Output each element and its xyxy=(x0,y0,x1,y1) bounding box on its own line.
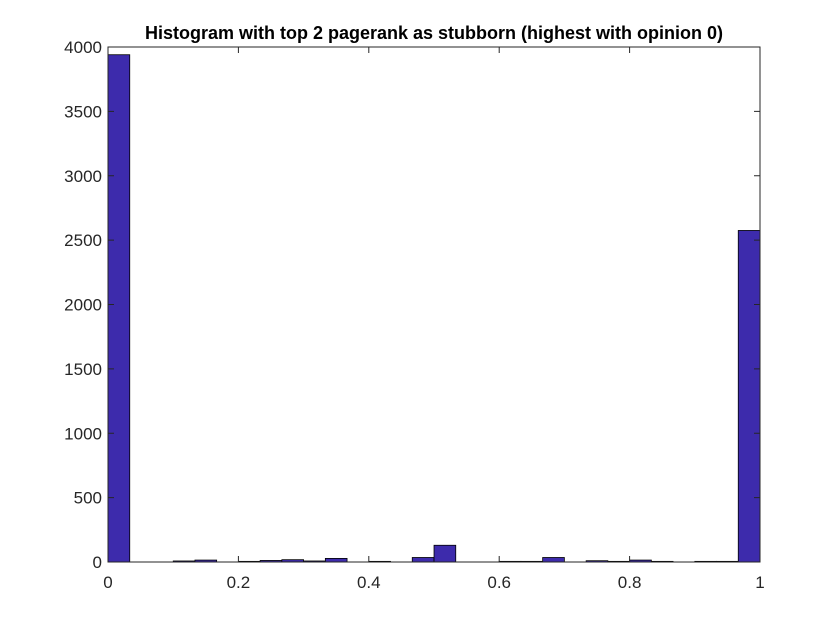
chart-title: Histogram with top 2 pagerank as stubbor… xyxy=(145,23,723,43)
histogram-bar xyxy=(411,557,435,563)
x-tick-label: 0.2 xyxy=(227,573,251,592)
x-tick-label: 0.6 xyxy=(487,573,511,592)
histogram-bar xyxy=(737,230,761,563)
x-tick-label: 0 xyxy=(103,573,112,592)
y-tick-label: 2000 xyxy=(64,296,102,315)
histogram-bar xyxy=(433,544,457,563)
histogram-bar xyxy=(542,557,565,563)
x-axis: 0 0.2 0.4 0.6 0.8 1 xyxy=(103,47,765,592)
y-tick-label: 2500 xyxy=(64,231,102,250)
bars-layer xyxy=(107,54,761,563)
histogram-bar xyxy=(324,557,348,563)
y-tick-label: 500 xyxy=(74,489,102,508)
y-tick-label: 3500 xyxy=(64,102,102,121)
y-tick-label: 1500 xyxy=(64,360,102,379)
x-tick-label: 0.4 xyxy=(357,573,381,592)
histogram-bar xyxy=(107,54,131,563)
y-axis: 0 500 1000 1500 2000 2500 3000 3500 4000 xyxy=(64,38,760,572)
y-tick-label: 1000 xyxy=(64,424,102,443)
x-tick-label: 0.8 xyxy=(618,573,642,592)
y-tick-label: 0 xyxy=(93,553,102,572)
y-tick-label: 4000 xyxy=(64,38,102,57)
plot-frame xyxy=(107,46,761,563)
y-tick-label: 3000 xyxy=(64,167,102,186)
x-tick-label: 1 xyxy=(755,573,764,592)
